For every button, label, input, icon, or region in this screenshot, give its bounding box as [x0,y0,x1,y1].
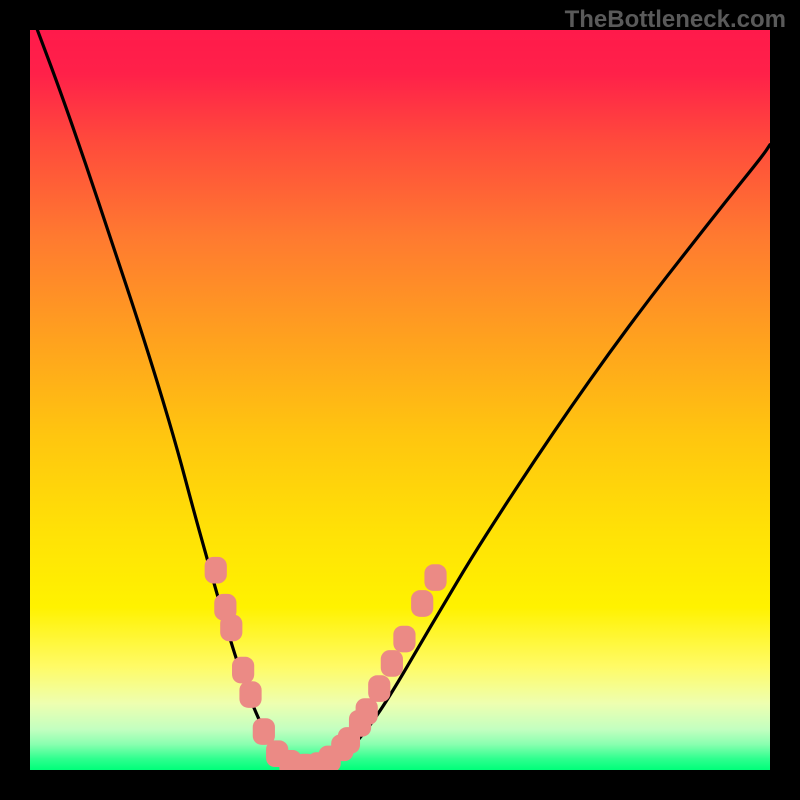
marker-dot [253,718,275,745]
watermark-text: TheBottleneck.com [565,6,786,34]
marker-dot [424,564,446,591]
chart-frame: TheBottleneck.com [0,0,800,800]
plot-area [0,0,800,800]
marker-dot [381,650,403,677]
bottleneck-curve [37,30,770,768]
marker-dot [411,590,433,617]
marker-dot [205,557,227,584]
marker-dot [393,626,415,653]
curve-layer [30,30,770,770]
marker-dot [356,698,378,725]
marker-dot [368,675,390,702]
marker-dot [232,657,254,684]
marker-dot [220,615,242,642]
marker-dot [239,681,261,708]
